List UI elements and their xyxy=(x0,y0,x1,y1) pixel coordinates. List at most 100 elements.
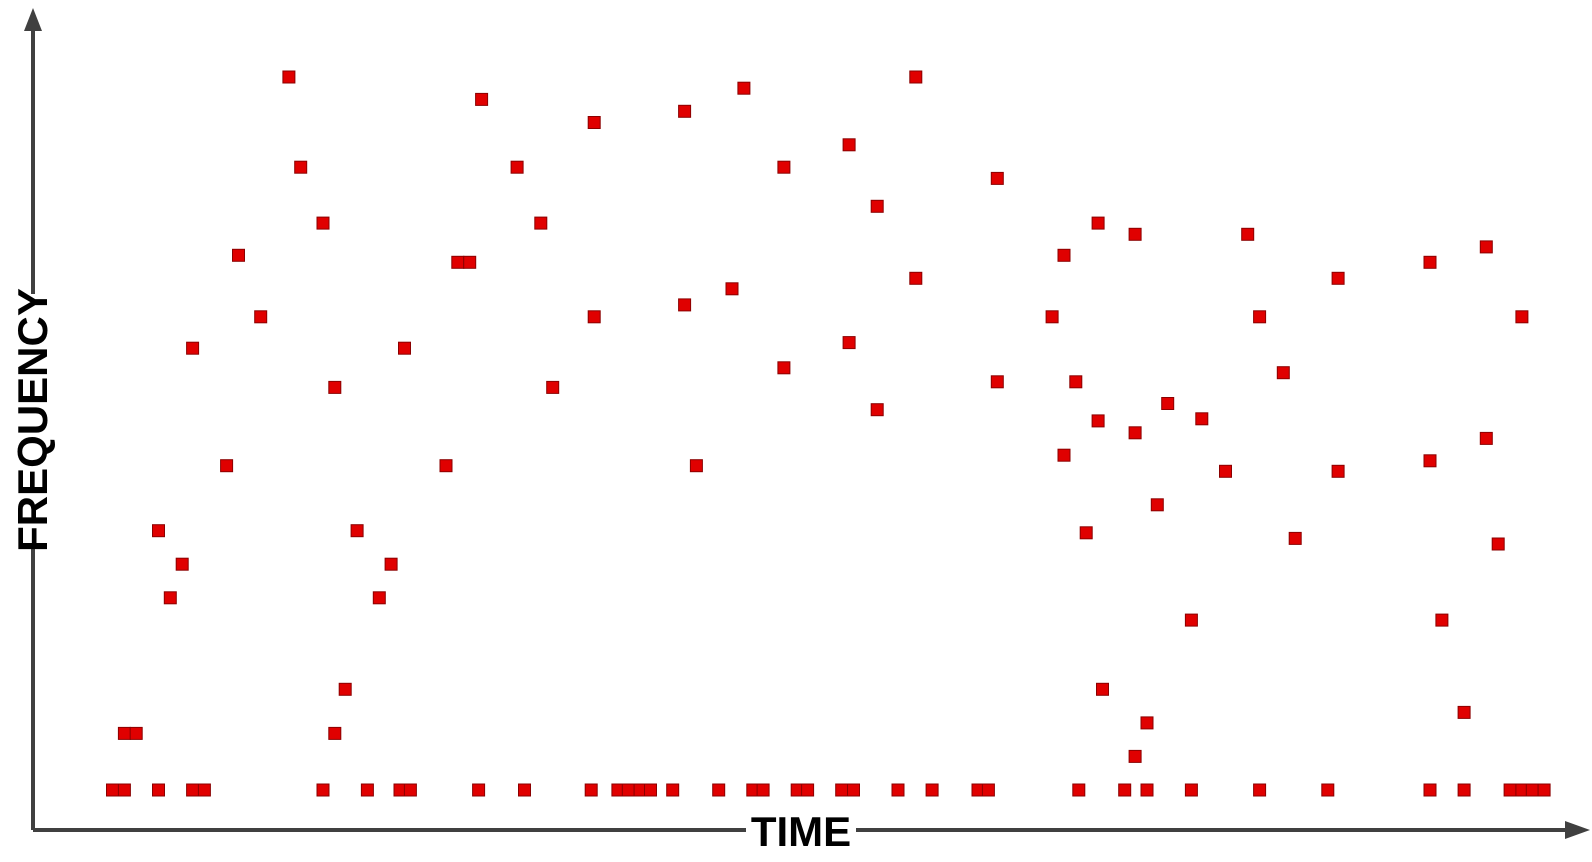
data-point xyxy=(1140,783,1154,797)
data-point xyxy=(106,783,119,797)
data-point xyxy=(398,341,411,355)
data-point xyxy=(835,783,849,797)
data-point xyxy=(1072,783,1086,797)
data-point xyxy=(909,70,923,84)
data-point xyxy=(152,524,165,538)
data-point xyxy=(689,459,703,473)
data-points xyxy=(106,70,1551,797)
data-point xyxy=(1150,498,1164,512)
data-point xyxy=(186,341,200,355)
data-point xyxy=(384,557,398,571)
x-axis-label: TIME xyxy=(751,808,851,855)
data-point xyxy=(360,783,374,797)
data-point xyxy=(678,298,692,312)
x-axis-label-background xyxy=(746,809,856,851)
y-axis-arrowhead xyxy=(24,8,42,31)
data-point xyxy=(1184,783,1198,797)
data-point xyxy=(152,783,165,797)
data-point xyxy=(328,726,342,740)
data-point xyxy=(117,726,131,740)
data-point xyxy=(1253,310,1267,324)
data-point xyxy=(1241,227,1255,241)
data-point xyxy=(282,70,296,84)
data-point xyxy=(175,557,189,571)
data-point xyxy=(350,524,364,538)
data-point xyxy=(990,171,1004,185)
data-point xyxy=(546,380,560,394)
data-point xyxy=(725,282,739,296)
data-point xyxy=(1253,783,1267,797)
data-point xyxy=(316,783,330,797)
data-point xyxy=(587,310,601,324)
data-point xyxy=(316,216,330,230)
data-point xyxy=(1140,716,1154,730)
data-point xyxy=(1503,783,1517,797)
data-point xyxy=(372,591,386,605)
data-point xyxy=(1435,613,1449,627)
data-point xyxy=(1457,705,1471,719)
data-point xyxy=(842,336,856,350)
data-point xyxy=(1091,216,1105,230)
data-point xyxy=(1479,431,1493,445)
data-point xyxy=(842,138,856,152)
data-point xyxy=(1321,783,1335,797)
data-point xyxy=(1057,448,1071,462)
data-point xyxy=(403,783,417,797)
y-axis-label-background xyxy=(12,294,56,546)
data-point xyxy=(1331,464,1345,478)
data-point xyxy=(129,726,143,740)
data-point xyxy=(1423,783,1437,797)
data-point xyxy=(1491,537,1505,551)
data-point xyxy=(847,783,860,797)
data-point xyxy=(1096,682,1109,696)
data-point xyxy=(1045,310,1059,324)
data-point xyxy=(925,783,939,797)
data-point xyxy=(1423,255,1437,269)
data-point xyxy=(475,92,489,106)
data-point xyxy=(1161,397,1175,410)
data-point xyxy=(870,403,884,417)
data-point xyxy=(463,255,477,269)
data-point xyxy=(1118,783,1132,797)
data-point xyxy=(1457,783,1471,797)
data-point xyxy=(232,248,245,262)
data-point xyxy=(338,682,352,696)
data-point xyxy=(756,783,770,797)
data-point xyxy=(1057,248,1071,262)
data-point xyxy=(186,783,200,797)
data-point xyxy=(777,361,791,375)
data-point xyxy=(1288,531,1302,545)
data-point xyxy=(518,783,531,797)
data-point xyxy=(510,160,524,174)
y-axis-label: FREQUENCY xyxy=(9,288,56,552)
data-point xyxy=(1128,749,1142,763)
data-point xyxy=(534,216,548,230)
data-point xyxy=(644,783,657,797)
data-point xyxy=(1331,271,1345,285)
data-point xyxy=(163,591,177,605)
data-point xyxy=(712,783,726,797)
data-point xyxy=(1537,783,1551,797)
data-point xyxy=(1128,227,1142,241)
data-point xyxy=(197,783,211,797)
data-point xyxy=(801,783,815,797)
data-point xyxy=(870,199,884,213)
data-point xyxy=(1079,526,1093,540)
data-point xyxy=(678,104,692,118)
data-point xyxy=(1219,464,1232,478)
data-point xyxy=(1091,414,1105,428)
data-point xyxy=(737,81,751,95)
data-point xyxy=(666,783,680,797)
data-point xyxy=(1128,426,1142,440)
data-point xyxy=(587,116,601,129)
x-axis-arrowhead xyxy=(1565,821,1590,839)
data-point xyxy=(1479,240,1493,254)
data-point xyxy=(220,459,234,473)
data-point xyxy=(328,380,342,394)
data-point xyxy=(1195,412,1209,426)
data-point xyxy=(1423,454,1437,468)
data-point xyxy=(1276,366,1290,380)
data-point xyxy=(294,160,308,174)
data-point xyxy=(777,160,791,174)
